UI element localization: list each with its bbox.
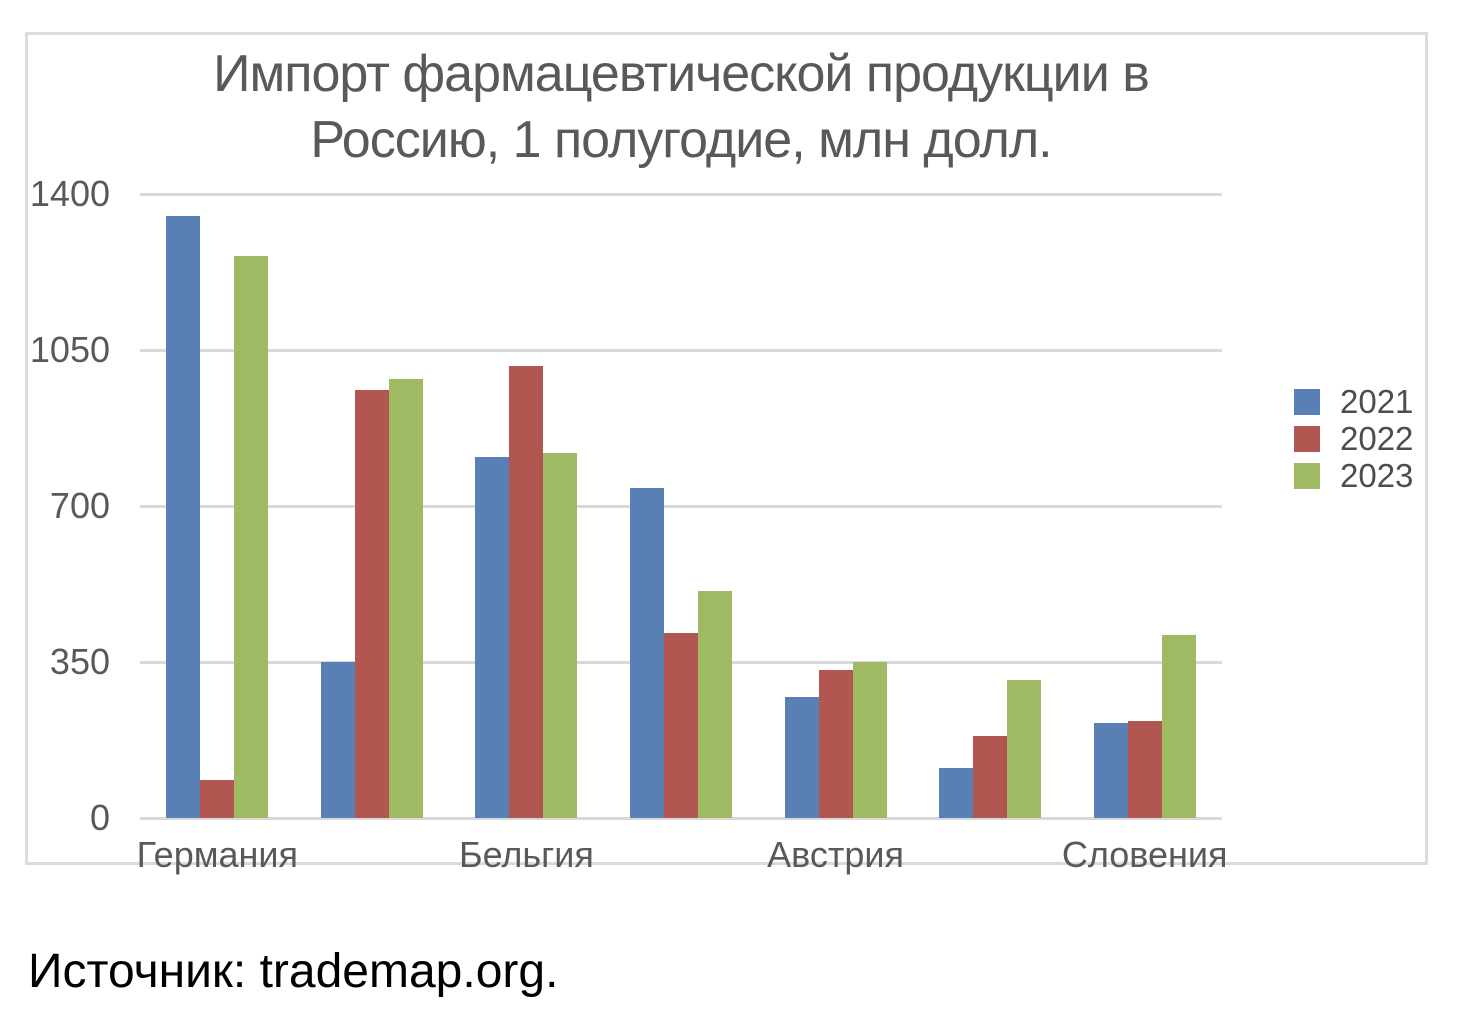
bar-2022-group2 (354, 390, 389, 818)
x-axis-label-Бельгия: Бельгия (458, 834, 594, 875)
bar-2023-Австрия (852, 662, 887, 818)
gridline-1050 (140, 349, 1222, 352)
bar-2022-Германия (200, 780, 235, 818)
y-axis: 1400 1050 700 350 0 (28, 173, 110, 838)
bar-2023-Германия (234, 256, 269, 818)
legend-row-2021: 2021 (1294, 383, 1413, 420)
legend-label-2021: 2021 (1340, 382, 1414, 420)
legend-label-2022: 2022 (1340, 419, 1414, 457)
chart-title-line2: Россию, 1 полугодие, млн долл. (310, 111, 1052, 169)
chart-title-line1: Импорт фармацевтической продукции в (213, 45, 1150, 103)
y-tick-label: 0 (89, 797, 110, 838)
legend-swatch-2021 (1294, 388, 1320, 415)
bar-2023-Словения (1161, 635, 1196, 818)
bar-2021-group6 (939, 767, 974, 818)
y-tick-label: 1400 (29, 173, 110, 214)
bar-2023-Бельгия (543, 452, 578, 818)
y-tick-label: 1050 (29, 329, 110, 370)
legend-label-2023: 2023 (1340, 456, 1414, 494)
gridline-0 (140, 817, 1222, 820)
bar-2021-Австрия (784, 696, 819, 818)
bar-2022-Словения (1127, 720, 1162, 818)
bar-2023-group6 (1007, 679, 1042, 818)
legend: 2021 2022 2023 (1294, 383, 1413, 494)
bar-2021-Бельгия (475, 456, 510, 818)
bar-2022-Бельгия (509, 365, 544, 818)
legend-row-2023: 2023 (1294, 457, 1413, 494)
plot-area: Германия Бельгия Австрия Словения (137, 193, 1228, 875)
bar-2022-group4 (664, 633, 698, 818)
bar-2022-group6 (973, 735, 1008, 818)
x-axis-label-Словения: Словения (1061, 834, 1228, 875)
source-caption: Источник: trademap.org. (28, 945, 559, 998)
x-axis-label-Германия: Германия (136, 834, 298, 875)
x-axis-label-Австрия: Австрия (767, 834, 904, 875)
legend-swatch-2023 (1294, 462, 1320, 489)
gridline-1400 (140, 193, 1222, 196)
bar-2022-Австрия (818, 669, 853, 818)
chart-title: Импорт фармацевтической продукции в Росс… (140, 41, 1222, 173)
legend-row-2022: 2022 (1294, 420, 1413, 457)
y-tick-label: 350 (49, 641, 110, 682)
legend-swatch-2022 (1294, 425, 1320, 452)
y-tick-label: 700 (49, 485, 110, 526)
bar-2021-Германия (166, 216, 201, 818)
bar-2023-group4 (698, 590, 732, 818)
bar-2021-Словения (1093, 723, 1128, 818)
bar-2023-group2 (388, 378, 423, 818)
bar-2021-group2 (320, 662, 355, 818)
bar-2021-group4 (630, 488, 664, 818)
chart-container: Импорт фармацевтической продукции в Росс… (25, 32, 1428, 875)
gridline-700 (140, 505, 1222, 508)
